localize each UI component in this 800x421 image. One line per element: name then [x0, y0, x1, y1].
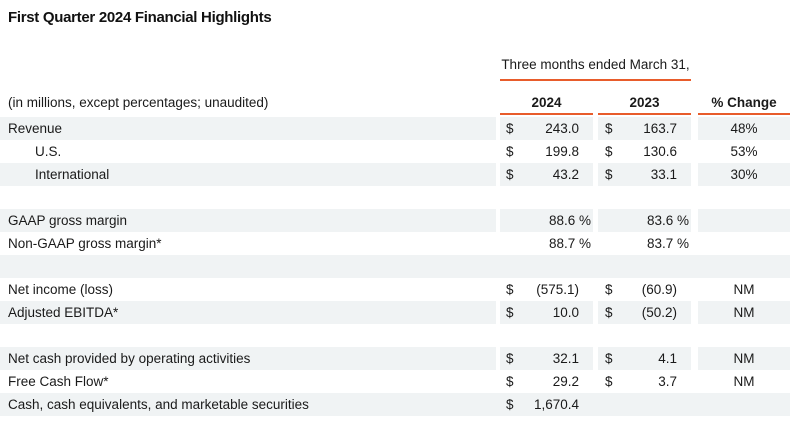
table-row-international: International $ 43.2 $ 33.1 30% [0, 163, 790, 186]
column-header-2023: 2023 [598, 94, 691, 115]
currency-symbol: $ [506, 167, 514, 182]
row-label: Net income (loss) [8, 282, 114, 297]
pct-change-value [698, 393, 790, 416]
table-row-adjusted-ebitda: Adjusted EBITDA* $ 10.0 $ (50.2) NM [0, 301, 790, 324]
row-label: International [0, 163, 496, 186]
table-row-revenue: Revenue $ 243.0 $ 163.7 48% [0, 117, 790, 140]
pct-change-value [698, 232, 790, 255]
currency-symbol: $ [605, 121, 613, 136]
cell-2024: $ 199.8 [500, 140, 593, 163]
spacer-row [0, 186, 790, 209]
currency-symbol: $ [506, 282, 514, 297]
cell-2023: $ 4.1 [598, 347, 691, 370]
value-2024: 43.2 [552, 167, 579, 182]
value-2024: 243.0 [545, 121, 579, 136]
value-2024: 199.8 [545, 144, 579, 159]
cell-2023: $ 130.6 [598, 140, 691, 163]
value-2023: 130.6 [643, 144, 677, 159]
currency-symbol: $ [506, 121, 514, 136]
table-row-net-income: Net income (loss) $ (575.1) $ (60.9) NM [0, 278, 790, 301]
cell-2023: $ 163.7 [598, 117, 691, 140]
pct-change-value: NM [733, 374, 755, 389]
cell-2024: $ 1,670.4 [500, 393, 593, 416]
table-row-net-cash-operating: Net cash provided by operating activitie… [0, 347, 790, 370]
row-label: Revenue [0, 117, 496, 140]
value-2024: (575.1) [536, 282, 579, 297]
unit-note: (in millions, except percentages; unaudi… [8, 95, 269, 110]
currency-symbol: $ [506, 144, 514, 159]
table-row-cash-equivalents: Cash, cash equivalents, and marketable s… [0, 393, 790, 416]
value-2023: 4.1 [658, 351, 677, 366]
currency-symbol: $ [605, 305, 613, 320]
period-header-row: Three months ended March 31, [0, 57, 800, 81]
cell-2024: $ (575.1) [500, 278, 593, 301]
row-label: U.S. [35, 144, 62, 159]
cell-2023: $ (50.2) [598, 301, 691, 324]
currency-symbol: $ [506, 374, 514, 389]
period-header: Three months ended March 31, [500, 57, 691, 81]
row-label: GAAP gross margin [0, 209, 496, 232]
cell-2023 [598, 393, 691, 416]
value-2024: 32.1 [552, 351, 579, 366]
cell-2024: $ 43.2 [500, 163, 593, 186]
cell-2024: $ 10.0 [500, 301, 593, 324]
pct-change-value: 48% [698, 117, 790, 140]
cell-2023: 83.7 % [598, 232, 691, 255]
value-2024: 88.7 % [548, 236, 591, 251]
table-row-us: U.S. $ 199.8 $ 130.6 53% [0, 140, 790, 163]
currency-symbol: $ [506, 305, 514, 320]
cell-2024: $ 29.2 [500, 370, 593, 393]
value-2023: 83.6 % [646, 213, 689, 228]
value-2023: 33.1 [650, 167, 677, 182]
row-label: Cash, cash equivalents, and marketable s… [8, 397, 309, 412]
cell-2023: $ 3.7 [598, 370, 691, 393]
row-label: Non-GAAP gross margin* [8, 236, 162, 251]
value-2024: 1,670.4 [533, 397, 579, 412]
pct-change-value: 53% [730, 144, 758, 159]
cell-2023: 83.6 % [598, 209, 691, 232]
value-2024: 10.0 [552, 305, 579, 320]
header-spacer [0, 57, 500, 81]
cell-2023: $ 33.1 [598, 163, 691, 186]
table-body: Revenue $ 243.0 $ 163.7 48% U.S. $ 199.8… [0, 117, 800, 416]
currency-symbol: $ [605, 282, 613, 297]
value-2023: 83.7 % [646, 236, 689, 251]
pct-change-value: NM [698, 347, 790, 370]
table-row-non-gaap-gross-margin: Non-GAAP gross margin* 88.7 % 83.7 % [0, 232, 790, 255]
column-header-pct-change: % Change [698, 94, 790, 115]
column-header-2024: 2024 [500, 94, 593, 115]
currency-symbol: $ [605, 167, 613, 182]
value-2023: (50.2) [641, 305, 677, 320]
pct-change-value [698, 209, 790, 232]
currency-symbol: $ [605, 374, 613, 389]
cell-2024: $ 32.1 [500, 347, 593, 370]
page-title: First Quarter 2024 Financial Highlights [8, 9, 272, 26]
currency-symbol: $ [605, 351, 613, 366]
row-label: Free Cash Flow* [8, 374, 109, 389]
pct-change-value: NM [698, 301, 790, 324]
cell-2024: 88.6 % [500, 209, 593, 232]
row-label: Adjusted EBITDA* [0, 301, 496, 324]
value-2024: 88.6 % [548, 213, 591, 228]
spacer-row-shaded [0, 255, 790, 278]
table-row-gaap-gross-margin: GAAP gross margin 88.6 % 83.6 % [0, 209, 790, 232]
pct-change-value: 30% [698, 163, 790, 186]
cell-2024: 88.7 % [500, 232, 593, 255]
cell-2023: $ (60.9) [598, 278, 691, 301]
currency-symbol: $ [605, 144, 613, 159]
pct-change-value: NM [733, 282, 755, 297]
column-header-row: (in millions, except percentages; unaudi… [0, 94, 800, 115]
table-row-free-cash-flow: Free Cash Flow* $ 29.2 $ 3.7 NM [0, 370, 790, 393]
value-2023: 3.7 [658, 374, 677, 389]
spacer-row [0, 324, 790, 347]
row-label: Net cash provided by operating activitie… [0, 347, 496, 370]
value-2023: 163.7 [643, 121, 677, 136]
value-2023: (60.9) [641, 282, 677, 297]
currency-symbol: $ [506, 351, 514, 366]
cell-2024: $ 243.0 [500, 117, 593, 140]
value-2024: 29.2 [552, 374, 579, 389]
currency-symbol: $ [506, 397, 514, 412]
